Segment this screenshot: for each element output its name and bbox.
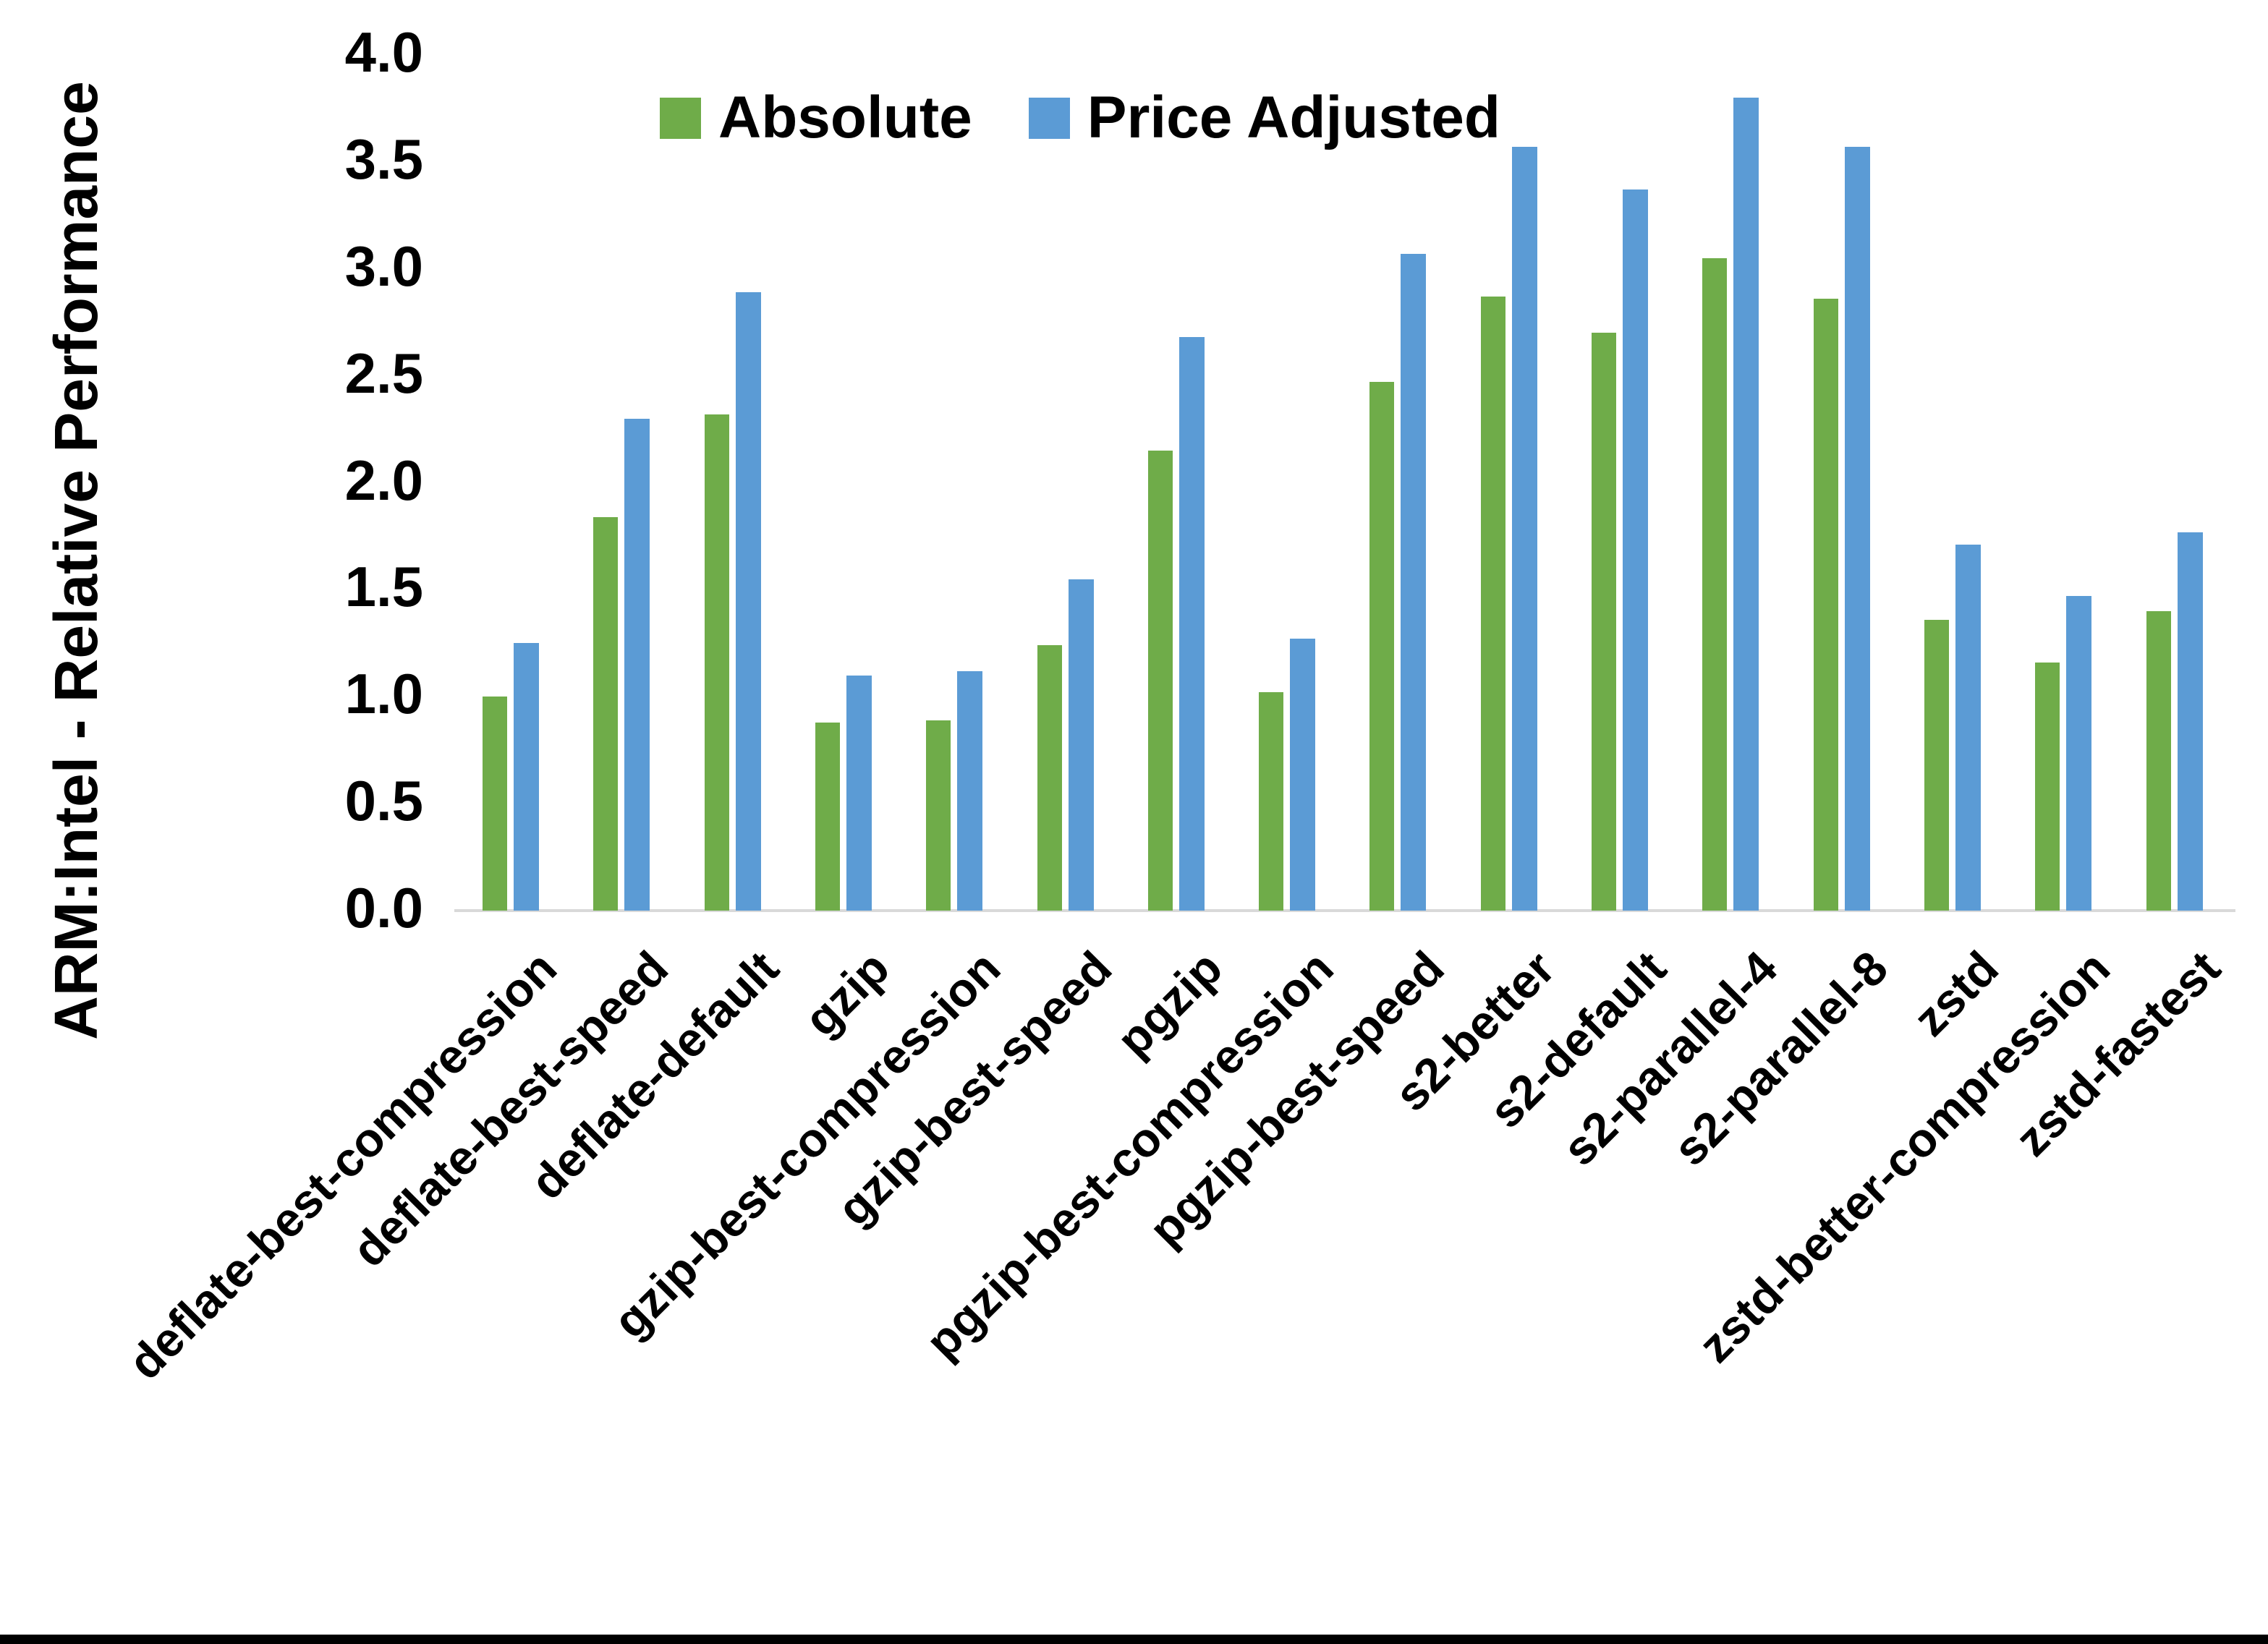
bar-price-adjusted-s2-default: [1623, 189, 1648, 911]
bar-absolute-s2-better: [1480, 297, 1505, 911]
bar-price-adjusted-s2-parallel-4: [1733, 98, 1759, 911]
bottom-border: [0, 1635, 2268, 1644]
bar-price-adjusted-pgzip-best-compression: [1290, 639, 1316, 911]
y-tick-label-4.0: 4.0: [344, 20, 423, 84]
bar-absolute-s2-default: [1592, 333, 1616, 911]
y-tick-label-0.0: 0.0: [344, 875, 423, 940]
bar-absolute-s2-parallel-8: [1813, 299, 1838, 911]
bar-price-adjusted-zstd-better-compression: [2066, 596, 2092, 911]
bar-absolute-zstd-fastest: [2146, 610, 2171, 911]
bar-price-adjusted-gzip: [846, 675, 872, 911]
y-tick-label-1.5: 1.5: [344, 555, 423, 619]
bar-absolute-zstd: [1924, 619, 1949, 911]
y-axis-title: ARM:Intel - Relative Performance: [42, 81, 110, 1040]
legend-item-price-adjusted: Price Adjusted: [1028, 85, 1500, 150]
bar-price-adjusted-gzip-best-compression: [957, 670, 983, 911]
bar-absolute-s2-parallel-4: [1702, 257, 1728, 911]
bar-price-adjusted-s2-parallel-8: [1844, 147, 1870, 911]
bar-absolute-pgzip: [1147, 451, 1173, 911]
y-tick-label-2.0: 2.0: [344, 448, 423, 512]
bar-absolute-gzip-best-speed: [1037, 645, 1062, 911]
y-tick-label-2.5: 2.5: [344, 341, 423, 405]
bar-price-adjusted-s2-better: [1511, 147, 1537, 911]
legend-swatch-price-adjusted: [1028, 97, 1070, 139]
bar-price-adjusted-pgzip-best-speed: [1401, 254, 1427, 911]
x-axis-line: [454, 909, 2235, 912]
bar-absolute-deflate-best-compression: [483, 697, 507, 911]
bar-absolute-gzip-best-compression: [926, 720, 951, 911]
y-tick-label-0.5: 0.5: [344, 768, 423, 832]
y-tick-label-3.0: 3.0: [344, 234, 423, 298]
bar-price-adjusted-zstd-fastest: [2177, 532, 2203, 911]
bar-absolute-pgzip-best-speed: [1369, 382, 1395, 911]
bar-price-adjusted-pgzip: [1178, 337, 1205, 911]
bar-price-adjusted-deflate-best-compression: [514, 643, 539, 911]
y-tick-label-3.5: 3.5: [344, 127, 423, 191]
legend-label-price-adjusted: Price Adjusted: [1087, 85, 1500, 150]
bar-absolute-pgzip-best-compression: [1259, 692, 1284, 911]
bar-absolute-gzip: [815, 722, 840, 911]
bar-price-adjusted-gzip-best-speed: [1068, 579, 1094, 911]
bar-price-adjusted-zstd: [1955, 545, 1981, 911]
legend-swatch-absolute: [660, 97, 701, 139]
bar-price-adjusted-deflate-default: [735, 292, 761, 911]
legend-label-absolute: Absolute: [718, 85, 972, 150]
x-category-label-deflate-best-compression: deflate-best-compression: [118, 940, 567, 1389]
bar-absolute-zstd-better-compression: [2035, 662, 2060, 911]
bar-absolute-deflate-default: [704, 414, 729, 911]
legend-item-absolute: Absolute: [660, 88, 972, 148]
y-tick-label-1.0: 1.0: [344, 662, 423, 726]
bar-price-adjusted-deflate-best-speed: [624, 418, 650, 911]
bar-absolute-deflate-best-speed: [593, 516, 619, 911]
legend: Absolute Price Adjusted: [660, 88, 1557, 148]
